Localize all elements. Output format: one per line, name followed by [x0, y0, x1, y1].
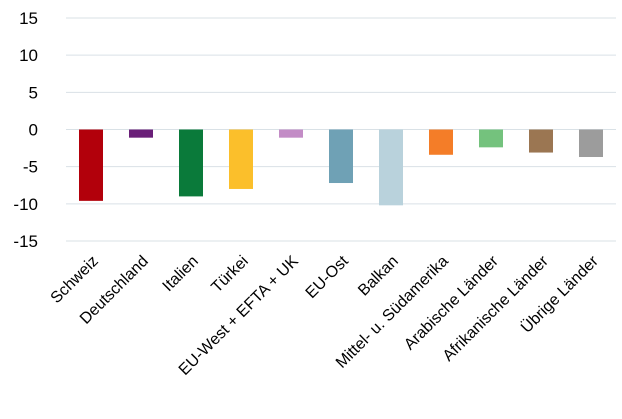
x-category-label: Türkei: [208, 253, 251, 296]
bar: [529, 129, 553, 153]
bar: [479, 129, 503, 148]
bar: [179, 129, 203, 197]
bar: [379, 129, 403, 206]
bar: [429, 129, 453, 155]
y-tick-label: -15: [13, 232, 38, 251]
y-axis-ticks: 15 10 5 0 -5 -10 -15: [13, 9, 38, 251]
y-tick-label: 10: [19, 46, 38, 65]
bar: [579, 129, 603, 158]
y-tick-label: 5: [29, 83, 38, 102]
x-category-label: Italien: [160, 253, 202, 295]
bar: [129, 129, 153, 138]
x-category-label: Arabische Länder: [401, 252, 502, 353]
bar: [79, 129, 103, 201]
x-category-label: EU-Ost: [303, 252, 352, 301]
y-tick-label: 0: [29, 121, 38, 140]
bar: [229, 129, 253, 189]
y-tick-label: 15: [19, 9, 38, 28]
x-category-label: Balkan: [355, 253, 402, 300]
y-tick-label: -10: [13, 195, 38, 214]
bar: [279, 129, 303, 138]
bars: [79, 129, 603, 206]
y-tick-label: -5: [23, 158, 38, 177]
bar: [329, 129, 353, 184]
